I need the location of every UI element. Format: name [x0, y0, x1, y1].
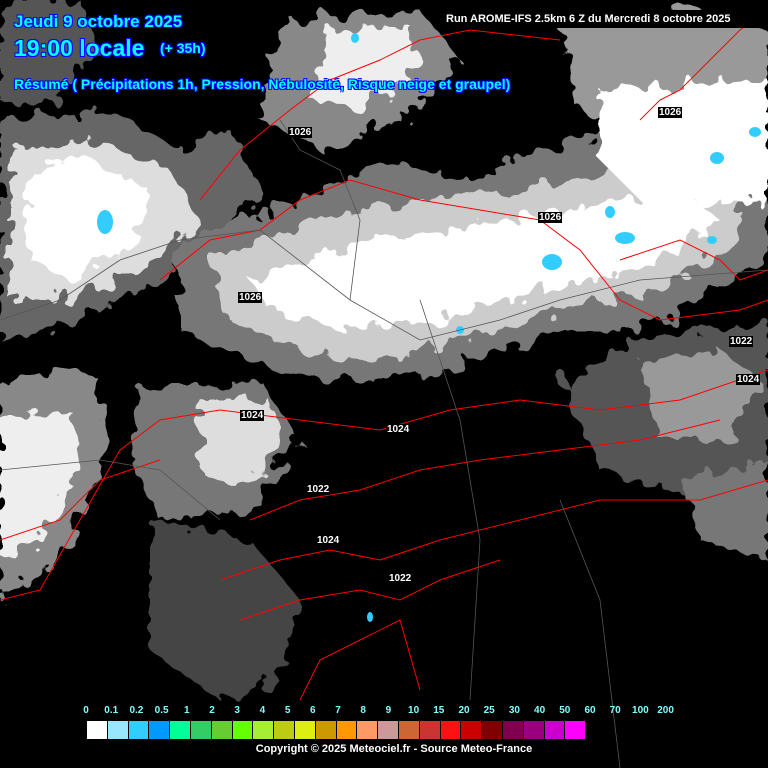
legend-tick-label: 5 — [284, 705, 291, 716]
legend-tick-label: 200 — [657, 705, 674, 716]
legend-swatch — [565, 721, 587, 739]
pressure-label: 1022 — [729, 336, 754, 347]
legend-tick-label: 50 — [559, 705, 571, 716]
copyright: Copyright © 2025 Meteociel.fr - Source M… — [255, 743, 533, 755]
pressure-label: 1022 — [388, 573, 413, 584]
legend-swatch — [315, 721, 337, 739]
legend-tick-label: 0.5 — [154, 705, 169, 716]
legend-tick-label: 40 — [534, 705, 546, 716]
pressure-label: 1024 — [386, 424, 411, 435]
legend-swatch — [461, 721, 483, 739]
map-summary-title: Résumé ( Précipitations 1h, Pression, Né… — [14, 76, 511, 92]
legend-swatch — [294, 721, 316, 739]
legend-swatch — [482, 721, 503, 739]
forecast-date: Jeudi 9 octobre 2025 — [14, 12, 183, 31]
legend-swatch — [274, 721, 295, 739]
legend-tick-label: 0.2 — [129, 705, 144, 716]
pressure-label: 1024 — [240, 410, 265, 421]
legend-tick-label: 70 — [609, 705, 621, 716]
legend-tick-label: 4 — [259, 705, 266, 716]
legend-swatch — [419, 721, 441, 739]
pressure-label: 1022 — [306, 484, 331, 495]
legend-tick-label: 0 — [83, 705, 89, 716]
legend-tick-label: 0.1 — [104, 705, 119, 716]
legend-tick-label: 10 — [408, 705, 420, 716]
legend-swatch — [502, 721, 524, 739]
legend-tick-label: 2 — [209, 705, 215, 716]
pressure-label: 1024 — [316, 535, 341, 546]
legend-tick-label: 9 — [385, 705, 392, 716]
forecast-lead-time: (+ 35h) — [160, 40, 206, 56]
legend-tick-label: 6 — [310, 705, 316, 716]
legend-swatch — [149, 721, 171, 739]
legend-tick-label: 1 — [184, 705, 190, 716]
model-run-info: Run AROME-IFS 2.5km 6 Z du Mercredi 8 oc… — [438, 10, 768, 28]
pressure-label: 1026 — [238, 292, 263, 303]
legend-tick-label: 60 — [584, 705, 596, 716]
legend-tick-label: 15 — [433, 705, 445, 716]
legend-swatch — [190, 721, 212, 739]
forecast-time: 19:00 locale — [14, 35, 145, 61]
legend-swatch — [211, 721, 233, 739]
legend-swatch — [170, 721, 191, 739]
legend-tick-label: 8 — [360, 705, 366, 716]
legend-swatch — [232, 721, 254, 739]
precipitation-legend — [86, 720, 588, 740]
precipitation-cells — [97, 33, 761, 622]
legend-swatch — [523, 721, 545, 739]
pressure-label: 1026 — [538, 212, 563, 223]
pressure-label: 1026 — [288, 127, 313, 138]
pressure-label: 1026 — [658, 107, 683, 118]
pressure-label: 1024 — [736, 374, 761, 385]
legend-swatch — [128, 721, 150, 739]
legend-swatch — [336, 721, 358, 739]
cloud-cover — [0, 0, 768, 700]
legend-swatch — [253, 721, 275, 739]
legend-ticks: 0 0.1 0.2 0.5 1 2 3 4 5 6 7 8 9 10 15 20 25 30 40 50 60 70 100… — [80, 705, 720, 719]
legend-tick-label: 100 — [632, 705, 649, 716]
borders — [0, 119, 768, 768]
legend-tick-label: 20 — [458, 705, 470, 716]
legend-swatch — [398, 721, 420, 739]
legend-tick-label: 30 — [508, 705, 520, 716]
legend-swatch — [440, 721, 462, 739]
legend-swatch — [107, 721, 129, 739]
legend-swatch — [357, 721, 379, 739]
legend-swatch — [87, 721, 108, 739]
legend-swatch — [378, 721, 399, 739]
legend-tick-label: 25 — [483, 705, 495, 716]
legend-swatch — [544, 721, 566, 739]
legend-tick-label: 7 — [335, 705, 341, 716]
legend-tick-label: 3 — [234, 705, 240, 716]
isobars — [0, 9, 768, 701]
